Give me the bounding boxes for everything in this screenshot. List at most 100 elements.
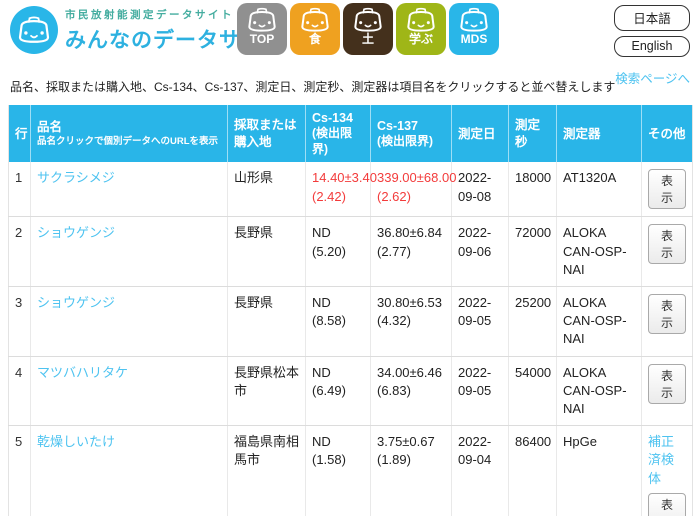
table-row: 4 マツバハリタケ 長野県松本市 ND (6.49) 34.00±6.46 (6… — [8, 356, 693, 427]
cs137-cell: 339.00±68.00 (2.62) — [370, 162, 456, 218]
cs134-value: ND — [312, 225, 331, 241]
device-cell: HpGe — [556, 425, 642, 516]
pudding-mascot-icon — [18, 16, 50, 43]
table-row: 5 乾燥しいたけ 福島県南相馬市 ND (1.58) 3.75±0.67 (1.… — [8, 425, 693, 516]
header-right-column: 日本語 English 検索ページへ — [614, 5, 690, 87]
cs134-detection-limit: (8.58) — [312, 313, 346, 329]
measurement-seconds-cell: 54000 — [508, 356, 557, 427]
pudding-mascot-icon — [301, 7, 329, 32]
cs137-detection-limit: (2.77) — [377, 243, 411, 259]
cs134-detection-limit: (1.58) — [312, 452, 346, 468]
nav-tile-top[interactable]: TOP — [237, 3, 287, 55]
results-table-body: 1 サクラシメジ 山形県 14.40±3.40 (2.42) 339.00±68… — [8, 162, 693, 516]
nav-tile-label: 学ぶ — [408, 32, 433, 46]
row-number-cell: 5 — [8, 425, 31, 516]
table-row: 2 ショウゲンジ 長野県 ND (5.20) 36.80±6.84 (2.77)… — [8, 216, 693, 287]
lang-english-button[interactable]: English — [614, 36, 690, 57]
search-page-link[interactable]: 検索ページへ — [615, 72, 690, 86]
item-name-link[interactable]: 乾燥しいたけ — [37, 434, 116, 450]
item-name-link[interactable]: サクラシメジ — [37, 170, 115, 186]
item-name-link[interactable]: マツバハリタケ — [37, 364, 129, 380]
cs137-cell: 3.75±0.67 (1.89) — [370, 425, 452, 516]
row-number-cell: 1 — [8, 162, 31, 218]
cs137-value: 34.00±6.46 — [377, 364, 442, 380]
cs134-value: ND — [312, 434, 331, 450]
show-button[interactable]: 表示 — [648, 492, 686, 516]
item-name-cell: ショウゲンジ — [30, 286, 228, 357]
item-name-cell: ショウゲンジ — [30, 216, 228, 287]
measurement-seconds-cell: 72000 — [508, 216, 557, 287]
measurement-seconds-cell: 18000 — [508, 162, 557, 218]
results-table: 行 品名 品名クリックで個別データへのURLを表示 採取または購入地 Cs-13… — [8, 105, 693, 516]
item-name-link[interactable]: ショウゲンジ — [37, 225, 116, 241]
column-header-name-sublabel: 品名クリックで個別データへのURLを表示 — [37, 135, 219, 147]
nav-tile-food[interactable]: 食 — [290, 3, 340, 55]
cs134-value: 14.40±3.40 — [312, 170, 377, 186]
column-header-cs134[interactable]: Cs-134 (検出限界) — [305, 105, 371, 163]
cs137-cell: 36.80±6.84 (2.77) — [370, 216, 452, 287]
logo-mascot-circle — [10, 6, 58, 54]
column-header-other: その他 — [641, 105, 693, 163]
column-header-row-no: 行 — [8, 105, 31, 163]
cs137-value: 30.80±6.53 — [377, 295, 442, 310]
cs134-cell: ND (1.58) — [305, 425, 371, 516]
cs134-cell: ND (8.58) — [305, 286, 371, 357]
cs134-detection-limit: (5.20) — [312, 243, 346, 259]
device-cell: ALOKA CAN-OSP-NAI — [556, 286, 642, 357]
device-cell: ALOKA CAN-OSP-NAI — [556, 356, 642, 427]
column-header-name[interactable]: 品名 品名クリックで個別データへのURLを表示 — [30, 105, 228, 163]
column-header-device[interactable]: 測定器 — [556, 105, 642, 163]
site-logo[interactable]: 市民放射能測定データサイト みんなのデータサイト — [10, 6, 285, 54]
column-header-location[interactable]: 採取または購入地 — [227, 105, 306, 163]
column-header-cs134-label: Cs-134 — [312, 111, 353, 125]
nav-tile-learn[interactable]: 学ぶ — [396, 3, 446, 55]
show-button[interactable]: 表示 — [648, 224, 686, 265]
row-number-cell: 4 — [8, 356, 31, 427]
pudding-mascot-icon — [407, 7, 435, 32]
measurement-seconds-cell: 86400 — [508, 425, 557, 516]
cs134-cell: ND (6.49) — [305, 356, 371, 427]
show-button[interactable]: 表示 — [648, 169, 686, 210]
location-cell: 長野県 — [227, 286, 306, 357]
lang-japanese-button[interactable]: 日本語 — [614, 5, 690, 31]
nav-tile-mds[interactable]: MDS — [449, 3, 499, 55]
measurement-date-cell: 2022-09-08 — [451, 162, 509, 218]
other-cell: 表示 — [641, 162, 693, 218]
column-header-name-label: 品名 — [37, 120, 63, 135]
nav-tile-label: 土 — [361, 32, 374, 46]
column-header-cs134-sublabel: (検出限界) — [312, 126, 352, 156]
cs137-cell: 30.80±6.53 (4.32) — [370, 286, 452, 357]
nav-tile-label: 食 — [308, 32, 321, 46]
show-button[interactable]: 表示 — [648, 294, 686, 334]
site-title: みんなのデータサイト — [65, 28, 285, 52]
item-name-link[interactable]: ショウゲンジ — [37, 295, 116, 310]
column-header-cs137[interactable]: Cs-137 (検出限界) — [370, 105, 452, 163]
cs134-detection-limit: (6.49) — [312, 382, 346, 398]
device-cell: ALOKA CAN-OSP-NAI — [556, 216, 642, 287]
item-name-cell: 乾燥しいたけ — [30, 425, 228, 516]
show-button[interactable]: 表示 — [648, 363, 686, 404]
other-cell: 表示 — [641, 356, 693, 427]
cs134-value: ND — [312, 364, 331, 380]
row-number-cell: 3 — [8, 286, 31, 357]
cs134-cell: 14.40±3.40 (2.42) — [305, 162, 377, 218]
table-row: 3 ショウゲンジ 長野県 ND (8.58) 30.80±6.53 (4.32)… — [8, 286, 693, 357]
row-number-cell: 2 — [8, 216, 31, 287]
other-cell: 表示 — [641, 216, 693, 287]
cs137-detection-limit: (2.62) — [377, 188, 411, 204]
column-header-seconds[interactable]: 測定秒 — [508, 105, 557, 163]
measurement-date-cell: 2022-09-05 — [451, 356, 509, 427]
item-name-cell: マツバハリタケ — [30, 356, 228, 427]
main-nav: TOP 食 土 学ぶ MDS — [237, 3, 499, 55]
other-note-link[interactable]: 補正済検体 — [648, 434, 675, 486]
sort-instructions-text: 品名、採取または購入地、Cs-134、Cs-137、測定日、測定秒、測定器は項目… — [10, 80, 616, 94]
measurement-seconds-cell: 25200 — [508, 286, 557, 357]
nav-tile-soil[interactable]: 土 — [343, 3, 393, 55]
column-header-date[interactable]: 測定日 — [451, 105, 509, 163]
location-cell: 長野県松本市 — [227, 356, 306, 427]
cs134-value: ND — [312, 295, 331, 310]
cs137-detection-limit: (1.89) — [377, 452, 411, 468]
measurement-date-cell: 2022-09-06 — [451, 216, 509, 287]
cs137-value: 36.80±6.84 — [377, 225, 442, 241]
cs137-detection-limit: (4.32) — [377, 313, 411, 329]
